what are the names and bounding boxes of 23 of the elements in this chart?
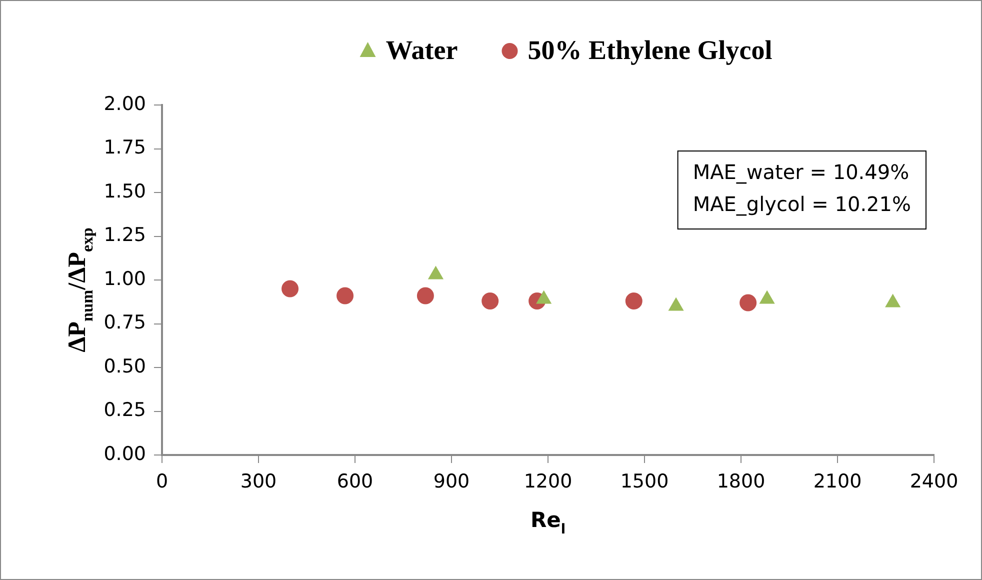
- annotation: MAE_glycol = 10.21%: [692, 192, 912, 216]
- x-tick-label: 900: [433, 470, 470, 492]
- legend-label: 50% Ethylene Glycol: [528, 34, 773, 65]
- legend-label: Water: [386, 34, 458, 65]
- y-axis-title: ΔPnum/ΔPexp: [64, 228, 96, 352]
- y-tick-label: 1.75: [104, 136, 146, 159]
- x-tick-label: 0: [156, 470, 168, 492]
- y-tick-label: 0.00: [104, 442, 146, 465]
- x-tick-label: 1200: [524, 470, 572, 492]
- x-tick-label: 2100: [813, 470, 862, 492]
- y-tick-label: 1.25: [104, 224, 146, 246]
- y-tick-label: 1.00: [104, 268, 146, 290]
- y-tick-label: 0.50: [104, 355, 146, 378]
- x-tick-label: 1500: [620, 470, 669, 492]
- y-tick-label: 2.00: [104, 92, 146, 115]
- y-tick-label: 0.75: [104, 312, 146, 334]
- y-tick-label: 0.25: [104, 399, 146, 422]
- x-tick-label: 1800: [716, 470, 766, 492]
- x-tick-label: 2400: [910, 470, 958, 492]
- annotation: MAE_water = 10.49%: [692, 160, 910, 184]
- x-tick-label: 300: [240, 470, 277, 492]
- y-tick-label: 1.50: [104, 180, 146, 202]
- x-tick-label: 600: [336, 470, 374, 492]
